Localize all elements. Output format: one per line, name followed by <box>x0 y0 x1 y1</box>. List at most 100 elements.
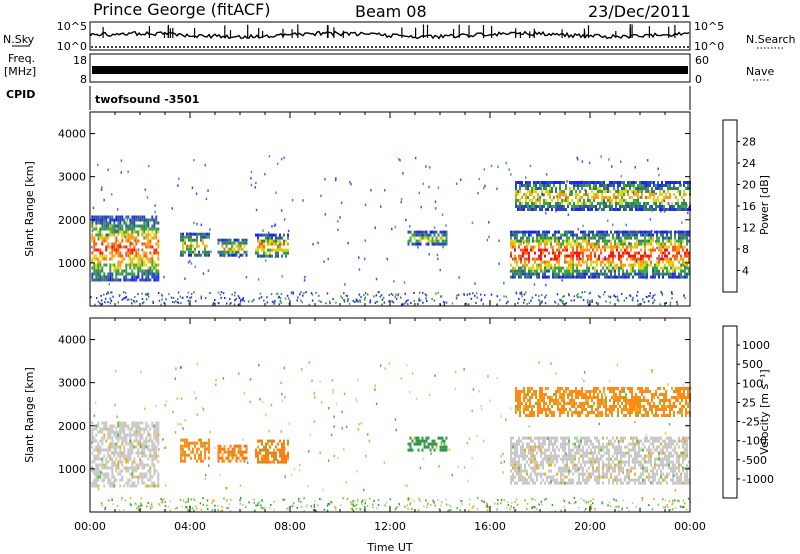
range-gate-cell <box>579 205 581 208</box>
range-gate-cell <box>654 275 656 279</box>
range-gate-cell <box>277 244 280 247</box>
range-gate-cell <box>549 184 551 187</box>
range-gate-cell <box>637 187 639 190</box>
range-gate-cell <box>628 245 630 249</box>
range-gate-cell <box>413 292 415 294</box>
range-gate-cell <box>261 248 263 252</box>
range-gate-cell <box>637 199 639 202</box>
range-gate-cell <box>455 297 458 300</box>
velocity-gate-cell <box>239 453 242 457</box>
range-gate-cell <box>510 251 512 255</box>
range-gate-cell <box>564 257 566 261</box>
velocity-gate-cell <box>153 427 156 431</box>
range-gate-cell <box>137 230 140 234</box>
velocity-gate-cell <box>524 463 526 467</box>
velocity-gate-cell <box>528 442 530 446</box>
range-gate-cell <box>630 263 632 267</box>
velocity-gate-cell <box>582 472 584 476</box>
velocity-gate-cell <box>139 421 142 425</box>
range-gate-cell <box>496 295 499 298</box>
velocity-gate-cell <box>592 445 594 449</box>
range-gate-cell <box>549 181 551 184</box>
range-gate-cell <box>580 257 582 261</box>
range-gate-cell <box>646 233 648 237</box>
velocity-gate-cell <box>105 424 108 428</box>
range-gate-cell <box>208 250 210 254</box>
velocity-gate-cell <box>231 447 234 451</box>
range-gate-cell <box>121 245 124 249</box>
velocity-gate-cell <box>654 475 656 479</box>
velocity-gate-cell <box>686 442 688 446</box>
range-gate-cell <box>568 260 570 264</box>
range-gate-cell <box>142 301 145 304</box>
velocity-gate-cell <box>548 454 550 458</box>
velocity-gate-cell <box>127 448 130 452</box>
range-gate-cell <box>200 297 203 300</box>
range-gate-cell <box>445 236 448 240</box>
velocity-gate-cell <box>678 475 680 479</box>
velocity-gate-cell <box>95 475 98 479</box>
range-gate-cell <box>676 254 678 258</box>
velocity-gate-cell <box>602 448 604 452</box>
range-gate-cell <box>638 251 640 255</box>
range-gate-cell <box>347 298 349 301</box>
velocity-gate-cell <box>135 424 138 428</box>
range-gate-cell <box>546 230 548 234</box>
range-gate-cell <box>558 254 560 258</box>
range-gate-cell <box>674 254 676 258</box>
velocity-gate-cell <box>200 453 202 457</box>
range-gate-cell <box>129 254 132 258</box>
velocity-gate-cell <box>523 408 525 411</box>
range-gate-cell <box>572 248 574 252</box>
range-gate-cell <box>615 199 617 202</box>
range-gate-cell <box>95 221 98 225</box>
noise-strip: 10^5 10^0 10^5 10^0 <box>57 20 724 53</box>
range-gate-cell <box>99 272 102 276</box>
range-gate-cell <box>602 239 604 243</box>
range-gate-cell <box>558 275 560 279</box>
velocity-gate-cell <box>137 427 140 431</box>
range-gate-cell <box>650 254 652 258</box>
velocity-gate-cell <box>553 399 555 402</box>
range-gate-cell <box>395 293 397 296</box>
velocity-gate-cell <box>544 472 546 476</box>
range-gate-cell <box>568 269 570 273</box>
range-gate-cell <box>109 215 112 219</box>
range-gate-cell <box>277 248 279 252</box>
range-gate-cell <box>117 245 120 249</box>
range-gate-cell <box>517 208 519 211</box>
range-gate-cell <box>176 301 179 304</box>
range-gate-cell <box>676 251 678 255</box>
range-gate-cell <box>99 215 102 219</box>
range-gate-cell <box>421 230 424 234</box>
range-gate-cell <box>534 269 536 273</box>
range-gate-cell <box>622 272 624 276</box>
range-gate-cell <box>413 236 416 240</box>
range-gate-cell <box>591 181 593 184</box>
range-gate-cell <box>621 293 623 295</box>
velocity-gate-cell <box>145 439 148 443</box>
range-gate-cell <box>131 236 134 240</box>
station-title: Prince George (fitACF) <box>93 0 271 19</box>
range-gate-cell <box>173 301 175 304</box>
range-gate-cell <box>483 186 485 190</box>
range-gate-cell <box>677 181 679 184</box>
range-gate-cell <box>544 263 546 267</box>
range-gate-cell <box>113 269 116 273</box>
range-gate-cell <box>400 198 403 201</box>
range-gate-cell <box>141 242 144 246</box>
range-gate-cell <box>204 296 207 299</box>
range-gate-cell <box>618 245 620 249</box>
range-gate-cell <box>414 156 417 160</box>
range-gate-cell <box>581 184 583 187</box>
range-gate-cell <box>596 245 598 249</box>
range-gate-cell <box>484 294 486 297</box>
velocity-gate-cell <box>109 442 112 446</box>
range-gate-cell <box>597 208 599 211</box>
range-gate-cell <box>624 272 626 276</box>
velocity-gate-cell <box>125 454 128 458</box>
range-gate-cell <box>407 230 410 234</box>
velocity-gate-cell <box>151 454 154 458</box>
velocity-gate-cell <box>93 427 96 431</box>
range-gate-cell <box>642 260 644 264</box>
